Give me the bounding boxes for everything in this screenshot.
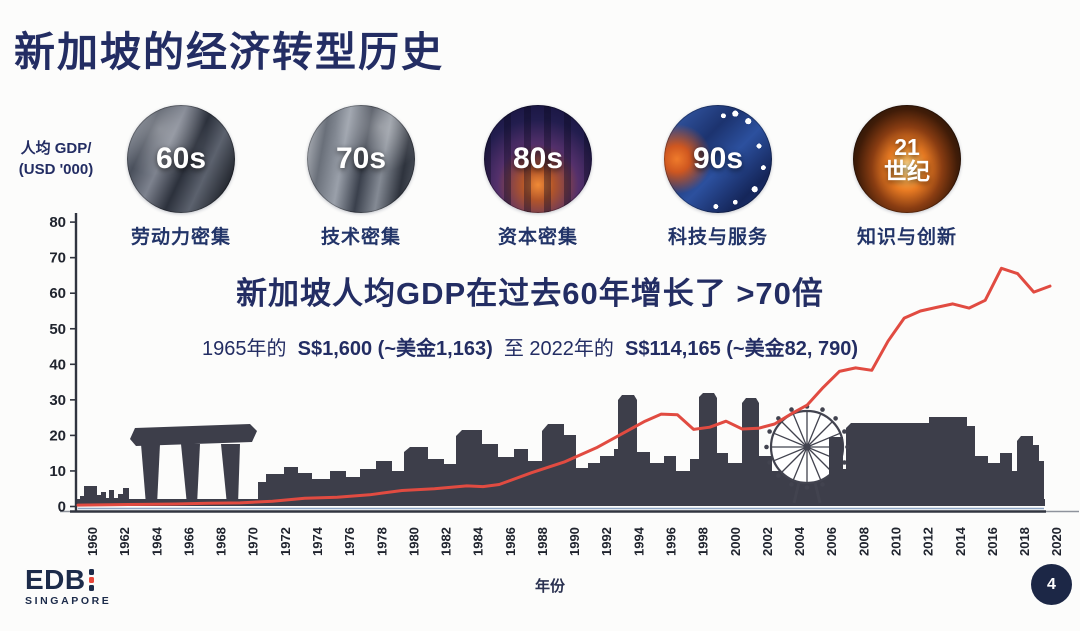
x-tick-label: 1998 xyxy=(696,527,711,556)
page-number-badge: 4 xyxy=(1031,564,1072,605)
x-tick-label: 2020 xyxy=(1049,527,1064,556)
x-tick-label: 1976 xyxy=(342,527,357,556)
subline-value-1965: S$1,600 (~美金1,163) xyxy=(297,338,493,360)
x-tick-label: 1968 xyxy=(214,527,229,556)
era-item-4: 21 世纪知识与创新 xyxy=(851,105,963,249)
era-photo-4: 21 世纪 xyxy=(853,105,961,213)
era-photo-2: 80s xyxy=(484,105,592,213)
x-tick-label: 1990 xyxy=(567,527,582,556)
y-axis-title-line2: (USD '000) xyxy=(18,161,94,178)
era-decade-text: 90s xyxy=(692,142,744,176)
subline-value-2022: S$114,165 (~美金82, 790) xyxy=(625,338,858,360)
marina-bay-sands-icon xyxy=(130,424,257,446)
edb-logo: EDB SINGAPORE xyxy=(25,564,112,608)
era-row: 60s 劳动力密集 70s 技术密集 80s 资本密集 90s 科技与服务 21 世纪知识与创新 xyxy=(0,0,1080,260)
era-label: 知识与创新 xyxy=(856,227,957,248)
era-decade-text: 世纪 xyxy=(884,158,930,184)
y-tick-label: 50 xyxy=(49,321,66,338)
y-tick-label: 30 xyxy=(49,392,66,409)
x-tick-label: 1978 xyxy=(374,527,389,556)
era-decade-text: 70s xyxy=(335,142,387,176)
x-tick-label: 1970 xyxy=(246,527,261,556)
era-label: 技术密集 xyxy=(320,227,401,248)
x-tick-label: 2002 xyxy=(760,527,775,556)
x-tick-label: 1964 xyxy=(149,526,164,556)
edb-colon-dots-icon xyxy=(88,569,95,591)
x-tick-label: 1972 xyxy=(278,527,293,556)
subline: 1965年的 S$1,600 (~美金1,163) 至 2022年的 S$114… xyxy=(100,332,960,361)
era-label: 科技与服务 xyxy=(667,227,768,248)
x-axis-ticks: 1960 1962 1964 1966 1968 1970 1972 1974 1976 1978… xyxy=(85,526,1064,556)
x-tick-label: 2016 xyxy=(985,527,1000,556)
era-photo-3: 90s xyxy=(664,105,772,213)
era-photo-1: 70s xyxy=(307,105,415,213)
x-tick-label: 1992 xyxy=(599,527,614,556)
y-tick-label: 0 xyxy=(58,499,66,516)
y-axis-title: 人均 GDP/ (USD '000) xyxy=(2,138,110,180)
era-item-1: 70s 技术密集 xyxy=(305,105,417,249)
era-photo-0: 60s xyxy=(127,105,235,213)
edb-logo-text: EDB xyxy=(25,564,86,595)
era-label: 资本密集 xyxy=(497,227,578,248)
era-item-2: 80s 资本密集 xyxy=(482,105,594,249)
headline: 新加坡人均GDP在过去60年增长了 >70倍 xyxy=(236,276,824,311)
skyline-silhouette xyxy=(76,393,1045,506)
x-tick-label: 2012 xyxy=(921,527,936,556)
era-label: 劳动力密集 xyxy=(130,227,231,248)
edb-logo-country: SINGAPORE xyxy=(25,595,112,607)
x-tick-label: 1986 xyxy=(503,527,518,556)
y-axis-title-line1: 人均 GDP/ xyxy=(20,140,92,157)
era-decade-text: 60s xyxy=(155,142,207,176)
x-tick-label: 1996 xyxy=(664,527,679,556)
era-decade-text: 21 xyxy=(894,133,920,160)
x-tick-label: 2010 xyxy=(889,527,904,556)
skyline-pod-tower xyxy=(829,437,843,506)
ferris-wheel-icon xyxy=(764,404,850,504)
era-item-3: 90s 科技与服务 xyxy=(662,105,774,249)
page-title: 新加坡的经济转型历史 xyxy=(14,29,444,75)
x-tick-label: 2006 xyxy=(824,527,839,556)
y-tick-label: 60 xyxy=(49,285,66,302)
era-item-0: 60s 劳动力密集 xyxy=(125,105,237,249)
y-tick-label: 20 xyxy=(49,427,66,444)
x-axis-title: 年份 xyxy=(534,578,565,595)
x-tick-label: 1980 xyxy=(406,527,421,556)
x-tick-label: 1982 xyxy=(439,527,454,556)
x-tick-label: 2018 xyxy=(1017,527,1032,556)
y-tick-label: 40 xyxy=(49,356,66,373)
x-tick-label: 1974 xyxy=(310,526,325,556)
x-tick-label: 1962 xyxy=(117,527,132,556)
era-decade-text: 80s xyxy=(512,142,564,176)
x-tick-label: 2008 xyxy=(856,527,871,556)
x-tick-label: 2000 xyxy=(728,527,743,556)
x-tick-label: 1960 xyxy=(85,527,100,556)
x-tick-label: 1966 xyxy=(181,527,196,556)
x-tick-label: 2014 xyxy=(953,526,968,556)
x-tick-label: 1994 xyxy=(631,526,646,556)
subline-middle: 至 2022年的 xyxy=(503,338,614,360)
x-tick-label: 1984 xyxy=(471,526,486,556)
x-tick-label: 1988 xyxy=(535,527,550,556)
subline-prefix: 1965年的 xyxy=(201,338,287,360)
x-tick-label: 2004 xyxy=(792,526,807,556)
y-tick-label: 10 xyxy=(49,463,66,480)
